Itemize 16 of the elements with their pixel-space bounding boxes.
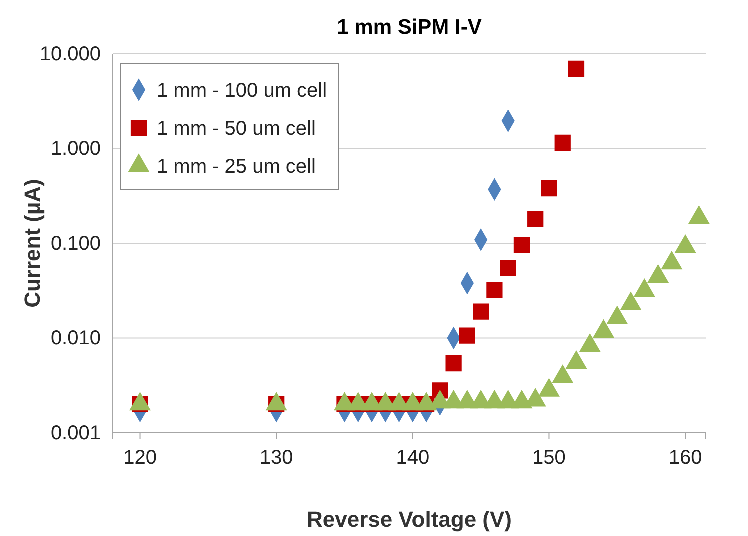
x-axis-title: Reverse Voltage (V): [306, 507, 512, 532]
y-axis-title: Current (µA): [20, 179, 45, 308]
y-tick-label: 0.001: [50, 422, 101, 444]
y-tick-label: 0.100: [50, 232, 101, 255]
x-tick-label: 150: [532, 447, 566, 469]
x-tick-label: 120: [124, 447, 157, 469]
x-tick-label: 130: [260, 447, 294, 469]
legend-label: 1 mm - 50 um cell: [157, 118, 316, 140]
x-tick-label: 140: [396, 447, 430, 469]
y-tick-label: 1.000: [50, 138, 101, 160]
legend-label: 1 mm - 25 um cell: [157, 156, 316, 178]
y-tick-label: 0.010: [50, 328, 101, 350]
legend-label: 1 mm - 100 um cell: [157, 80, 328, 102]
x-tick-label: 160: [668, 447, 702, 469]
y-tick-label: 10.000: [40, 43, 101, 66]
chart-title: 1 mm SiPM I-V: [337, 16, 482, 39]
